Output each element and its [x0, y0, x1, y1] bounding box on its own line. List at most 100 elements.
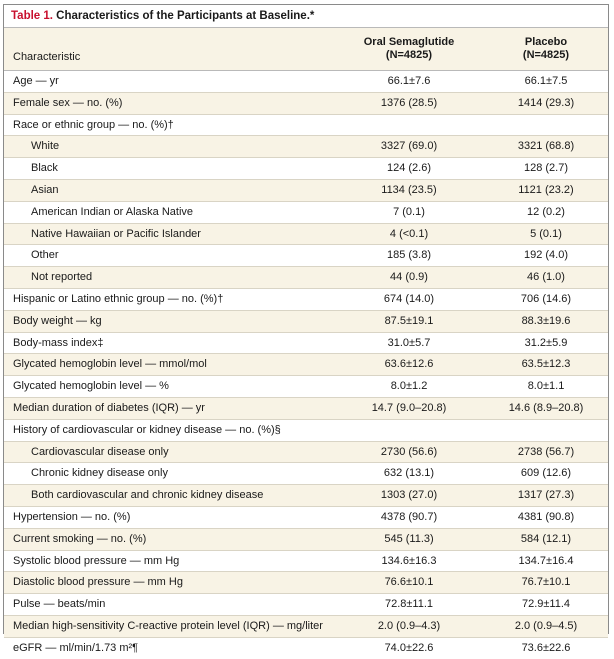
row-label: American Indian or Alaska Native	[31, 205, 194, 218]
table-row: History of cardiovascular or kidney dise…	[4, 418, 608, 441]
oral-semaglutide-n: (N=4825)	[385, 49, 433, 61]
table-row: Systolic blood pressure — mm Hg 134.6±16.…	[4, 549, 608, 572]
row-label: Glycated hemoglobin level — mmol/mol	[13, 358, 207, 371]
oral-semaglutide-value: 76.6±10.1	[384, 576, 434, 589]
oral-semaglutide-value: 3327 (69.0)	[380, 140, 438, 153]
table-row: Not reported 44 (0.9) 46 (1.0)	[4, 266, 608, 288]
row-label: Diastolic blood pressure — mm Hg	[13, 576, 183, 589]
placebo-value: 1414 (29.3)	[517, 96, 575, 109]
placebo-value: 73.6±22.6	[521, 641, 571, 654]
placebo-value: 31.2±5.9	[524, 336, 568, 349]
oral-semaglutide-name: Oral Semaglutide	[363, 36, 455, 48]
oral-semaglutide-value: 632 (13.1)	[383, 467, 435, 480]
placebo-value: 128 (2.7)	[523, 162, 569, 175]
row-label: Median high-sensitivity C-reactive prote…	[13, 619, 323, 632]
table-header: Characteristic Oral Semaglutide (N=4825)…	[4, 28, 608, 71]
oral-semaglutide-value: 72.8±11.1	[384, 598, 434, 611]
placebo-value: 76.7±10.1	[521, 576, 571, 589]
row-label: History of cardiovascular or kidney dise…	[13, 423, 281, 436]
placebo-value: 66.1±7.5	[524, 75, 568, 87]
placebo-value: 192 (4.0)	[523, 249, 569, 262]
row-label: Female sex — no. (%)	[13, 96, 123, 109]
row-label: Asian	[31, 183, 59, 196]
placebo-value: 609 (12.6)	[520, 467, 572, 480]
placebo-value: 63.5±12.3	[521, 358, 571, 371]
table-row: Glycated hemoglobin level — mmol/mol 63.6…	[4, 353, 608, 376]
oral-semaglutide-value: 63.6±12.6	[384, 358, 434, 371]
placebo-value: 584 (12.1)	[520, 532, 572, 545]
table-row: Glycated hemoglobin level — % 8.0±1.2 8.0±…	[4, 375, 608, 397]
table-row: Native Hawaiian or Pacific Islander 4 (<0…	[4, 222, 608, 245]
oral-semaglutide-value: 66.1±7.6	[387, 75, 431, 87]
table-row: Female sex — no. (%) 1376 (28.5) 1414 (29.…	[4, 91, 608, 114]
table-row: Other 185 (3.8) 192 (4.0)	[4, 244, 608, 266]
table-row: Body weight — kg 87.5±19.1 88.3±19.6	[4, 309, 608, 332]
table-row: White 3327 (69.0) 3321 (68.8)	[4, 135, 608, 158]
placebo-value: 1121 (23.2)	[518, 183, 574, 196]
table-row: American Indian or Alaska Native 7 (0.1) 1…	[4, 200, 608, 223]
placebo-value: 3321 (68.8)	[517, 140, 575, 153]
row-label: Hypertension — no. (%)	[13, 510, 131, 523]
placebo-value: 134.7±16.4	[518, 554, 574, 567]
table-row: Cardiovascular disease only 2730 (56.6) 27…	[4, 440, 608, 463]
placebo-value: 8.0±1.1	[527, 380, 565, 393]
placebo-n: (N=4825)	[522, 49, 570, 61]
row-label: Other	[31, 249, 59, 262]
placebo-value: 72.9±11.4	[521, 598, 571, 611]
table-row: Chronic kidney disease only 632 (13.1) 609…	[4, 462, 608, 484]
row-label: Not reported	[31, 271, 93, 284]
oral-semaglutide-value: 31.0±5.7	[387, 336, 431, 349]
placebo-value: 5 (0.1)	[530, 227, 562, 240]
placebo-value: 88.3±19.6	[521, 314, 571, 327]
placebo-value: 1317 (27.3)	[517, 489, 575, 502]
row-label: Both cardiovascular and chronic kidney d…	[31, 489, 264, 502]
oral-semaglutide-value: 134.6±16.3	[381, 554, 437, 567]
oral-semaglutide-value: 545 (11.3)	[384, 532, 434, 545]
placebo-header: Placebo (N=4825)	[481, 36, 611, 62]
oral-semaglutide-value: 74.0±22.6	[384, 641, 434, 654]
table-row: Median duration of diabetes (IQR) — yr 14…	[4, 396, 608, 419]
table-title: Characteristics of the Participants at B…	[56, 10, 315, 22]
table-row: Diastolic blood pressure — mm Hg 76.6±10.…	[4, 571, 608, 594]
row-label: Race or ethnic group — no. (%)†	[13, 118, 174, 131]
row-label: Cardiovascular disease only	[31, 445, 169, 458]
oral-semaglutide-value: 4378 (90.7)	[380, 510, 438, 523]
table-row: Race or ethnic group — no. (%)†	[4, 113, 608, 136]
placebo-value: 14.6 (8.9–20.8)	[508, 401, 584, 414]
table-row: Median high-sensitivity C-reactive prote…	[4, 614, 608, 637]
row-label: Systolic blood pressure — mm Hg	[13, 554, 180, 567]
placebo-value: 4381 (90.8)	[517, 510, 575, 523]
oral-semaglutide-value: 7 (0.1)	[393, 205, 425, 218]
table-row: Current smoking — no. (%) 545 (11.3) 584 (…	[4, 527, 608, 550]
placebo-value: 2.0 (0.9–4.5)	[514, 619, 578, 632]
table-number: Table 1.	[11, 10, 53, 22]
oral-semaglutide-header: Oral Semaglutide (N=4825)	[344, 36, 474, 62]
table-body: Age — yr 66.1±7.6 66.1±7.5 Female sex — no.…	[4, 71, 608, 659]
row-label: Body weight — kg	[13, 314, 102, 327]
placebo-value: 46 (1.0)	[527, 271, 565, 284]
oral-semaglutide-value: 1376 (28.5)	[380, 96, 438, 109]
oral-semaglutide-value: 1134 (23.5)	[381, 183, 437, 196]
row-label: Median duration of diabetes (IQR) — yr	[13, 401, 205, 414]
oral-semaglutide-value: 674 (14.0)	[383, 292, 435, 305]
table-frame: Table 1. Characteristics of the Particip…	[3, 4, 609, 654]
row-label: eGFR — ml/min/1.73 m²¶	[13, 641, 139, 654]
table-row: Black 124 (2.6) 128 (2.7)	[4, 157, 608, 179]
table-row: Body-mass index‡ 31.0±5.7 31.2±5.9	[4, 331, 608, 354]
oral-semaglutide-value: 1303 (27.0)	[380, 489, 438, 502]
row-label: Glycated hemoglobin level — %	[13, 380, 169, 393]
oral-semaglutide-value: 8.0±1.2	[390, 380, 428, 393]
row-label: Chronic kidney disease only	[31, 467, 168, 480]
table-row: Pulse — beats/min 72.8±11.1 72.9±11.4	[4, 593, 608, 615]
oral-semaglutide-value: 124 (2.6)	[386, 162, 432, 175]
table-row: Asian 1134 (23.5) 1121 (23.2)	[4, 178, 608, 201]
row-label: White	[31, 140, 60, 153]
oral-semaglutide-value: 14.7 (9.0–20.8)	[371, 401, 447, 414]
placebo-value: 706 (14.6)	[520, 292, 572, 305]
placebo-value: 12 (0.2)	[527, 205, 565, 218]
table-caption: Table 1. Characteristics of the Particip…	[4, 5, 608, 28]
table-row: Hispanic or Latino ethnic group — no. (%…	[4, 287, 608, 310]
row-label: Black	[31, 162, 58, 175]
row-label: Current smoking — no. (%)	[13, 532, 147, 545]
row-label: Pulse — beats/min	[13, 598, 106, 611]
